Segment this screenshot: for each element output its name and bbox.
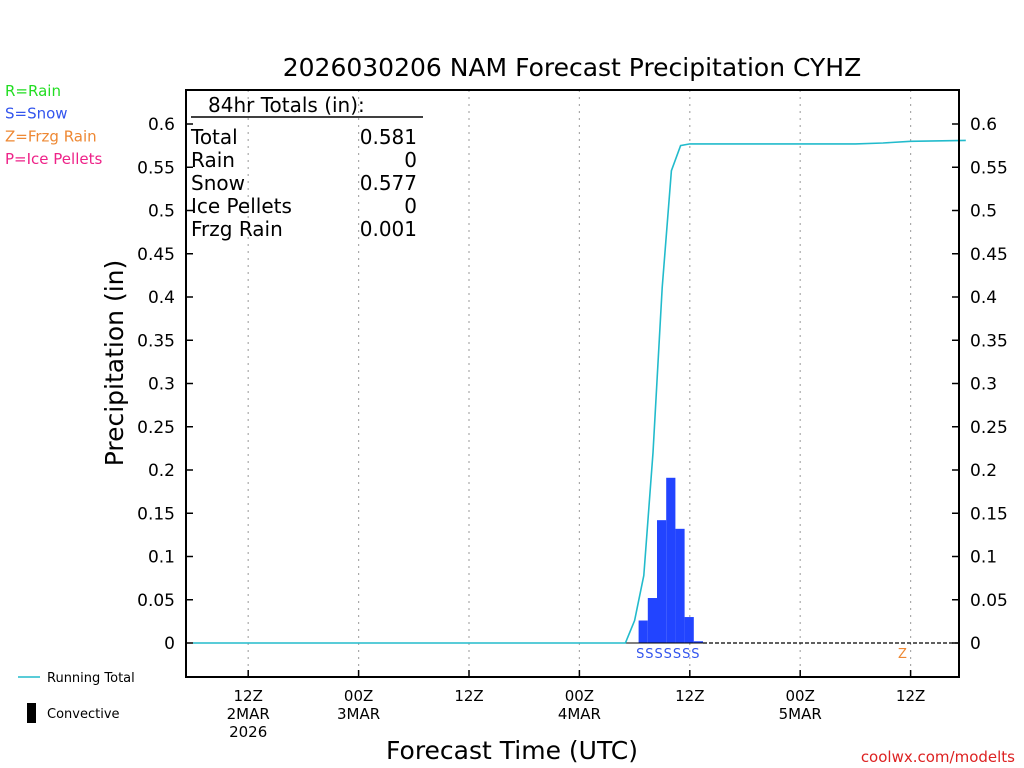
precip-type-legend: R=Rain S=Snow Z=Frzg Rain P=Ice Pellets [5, 82, 102, 168]
y-axis-right: 0 0.05 0.1 0.15 0.2 0.25 0.3 0.35 0.4 0.45 0.5 0.55… [952, 115, 1008, 654]
totals-value-3: 0 [404, 194, 417, 218]
precip-bar-5 [684, 617, 694, 643]
y-tick-label-right-1: 0.05 [970, 591, 1008, 611]
grid [247, 90, 912, 677]
legend-type-2: Z=Frzg Rain [5, 127, 97, 145]
type-marker-0: S [636, 647, 644, 662]
y-tick-label-left-6: 0.3 [148, 375, 175, 395]
y-tick-label-left-4: 0.2 [148, 461, 175, 481]
x-tick-label-5-0: 00Z [786, 687, 815, 705]
x-tick-label-3-0: 00Z [565, 687, 594, 705]
running-total-layer [193, 139, 966, 644]
totals-value-4: 0.001 [360, 217, 417, 241]
y-tick-label-left-7: 0.35 [137, 331, 175, 351]
x-tick-label-0-0: 12Z [234, 687, 263, 705]
x-axis-label: Forecast Time (UTC) [386, 736, 638, 765]
totals-box: 84hr Totals (in): Total 0.581 Rain 0 Snow 0.5… [190, 93, 423, 241]
x-tick-label-6-0: 12Z [896, 687, 925, 705]
y-tick-label-left-1: 0.05 [137, 591, 175, 611]
y-tick-label-right-0: 0 [970, 634, 981, 654]
y-tick-label-right-2: 0.1 [970, 548, 997, 568]
precip-bar-0 [638, 620, 648, 643]
y-tick-label-left-5: 0.25 [137, 418, 175, 438]
chart-title: 2026030206 NAM Forecast Precipitation CY… [283, 53, 861, 82]
y-tick-label-right-4: 0.2 [970, 461, 997, 481]
type-marker-7: Z [898, 647, 907, 662]
totals-value-0: 0.581 [360, 125, 417, 149]
precip-bar-4 [675, 528, 685, 643]
x-tick-label-1-0: 00Z [344, 687, 373, 705]
y-tick-label-left-9: 0.45 [137, 245, 175, 265]
x-tick-label-0-1: 2MAR [227, 705, 270, 723]
totals-label-2: Snow [191, 171, 245, 195]
y-tick-label-left-8: 0.4 [148, 288, 175, 308]
x-tick-label-0-2: 2026 [229, 723, 267, 741]
y-tick-label-right-8: 0.4 [970, 288, 997, 308]
legend-type-1: S=Snow [5, 105, 68, 123]
type-marker-4: S [673, 647, 681, 662]
totals-label-4: Frzg Rain [191, 217, 283, 241]
plot-frame [185, 89, 960, 678]
y-tick-label-left-11: 0.55 [137, 158, 175, 178]
y-tick-label-left-2: 0.1 [148, 548, 175, 568]
y-tick-label-left-3: 0.15 [137, 504, 175, 524]
precip-bars [638, 477, 703, 643]
y-axis-left: 0 0.05 0.1 0.15 0.2 0.25 0.3 0.35 0.4 0.45 0.5 0.55… [137, 115, 193, 654]
type-marker-2: S [654, 647, 662, 662]
convective-legend-label: Convective [47, 707, 120, 722]
y-tick-label-right-11: 0.55 [970, 158, 1008, 178]
y-tick-label-right-12: 0.6 [970, 115, 997, 135]
totals-header: 84hr Totals (in): [208, 93, 365, 117]
series-legend: Running Total Convective [18, 671, 135, 723]
x-tick-label-5-1: 5MAR [779, 705, 822, 723]
x-tick-label-3-1: 4MAR [558, 705, 601, 723]
precip-bar-6 [693, 641, 703, 643]
type-marker-5: S [682, 647, 690, 662]
type-marker-3: S [664, 647, 672, 662]
y-tick-label-right-9: 0.45 [970, 245, 1008, 265]
type-marker-1: S [645, 647, 653, 662]
legend-type-0: R=Rain [5, 82, 61, 100]
x-tick-label-4-0: 12Z [675, 687, 704, 705]
legend-type-3: P=Ice Pellets [5, 150, 102, 168]
y-tick-label-right-5: 0.25 [970, 418, 1008, 438]
convective-legend-swatch [27, 703, 36, 723]
running-total-legend-label: Running Total [47, 671, 135, 686]
precip-bar-1 [647, 598, 657, 643]
precip-bar-3 [666, 477, 676, 643]
y-tick-label-right-10: 0.5 [970, 202, 997, 222]
type-marker-6: S [691, 647, 699, 662]
y-tick-label-right-7: 0.35 [970, 331, 1008, 351]
y-axis-label: Precipitation (in) [100, 260, 129, 467]
x-tick-label-2-0: 12Z [454, 687, 483, 705]
running-total-line [193, 139, 966, 644]
watermark: coolwx.com/modelts [861, 748, 1015, 766]
y-tick-label-left-0: 0 [164, 634, 175, 654]
totals-label-3: Ice Pellets [191, 194, 292, 218]
totals-label-1: Rain [191, 148, 235, 172]
y-tick-label-right-3: 0.15 [970, 504, 1008, 524]
x-tick-label-1-1: 3MAR [337, 705, 380, 723]
precip-bar-2 [657, 520, 667, 643]
totals-label-0: Total [190, 125, 238, 149]
totals-value-2: 0.577 [360, 171, 417, 195]
y-tick-label-right-6: 0.3 [970, 375, 997, 395]
y-tick-label-left-10: 0.5 [148, 202, 175, 222]
y-tick-label-left-12: 0.6 [148, 115, 175, 135]
totals-value-1: 0 [404, 148, 417, 172]
